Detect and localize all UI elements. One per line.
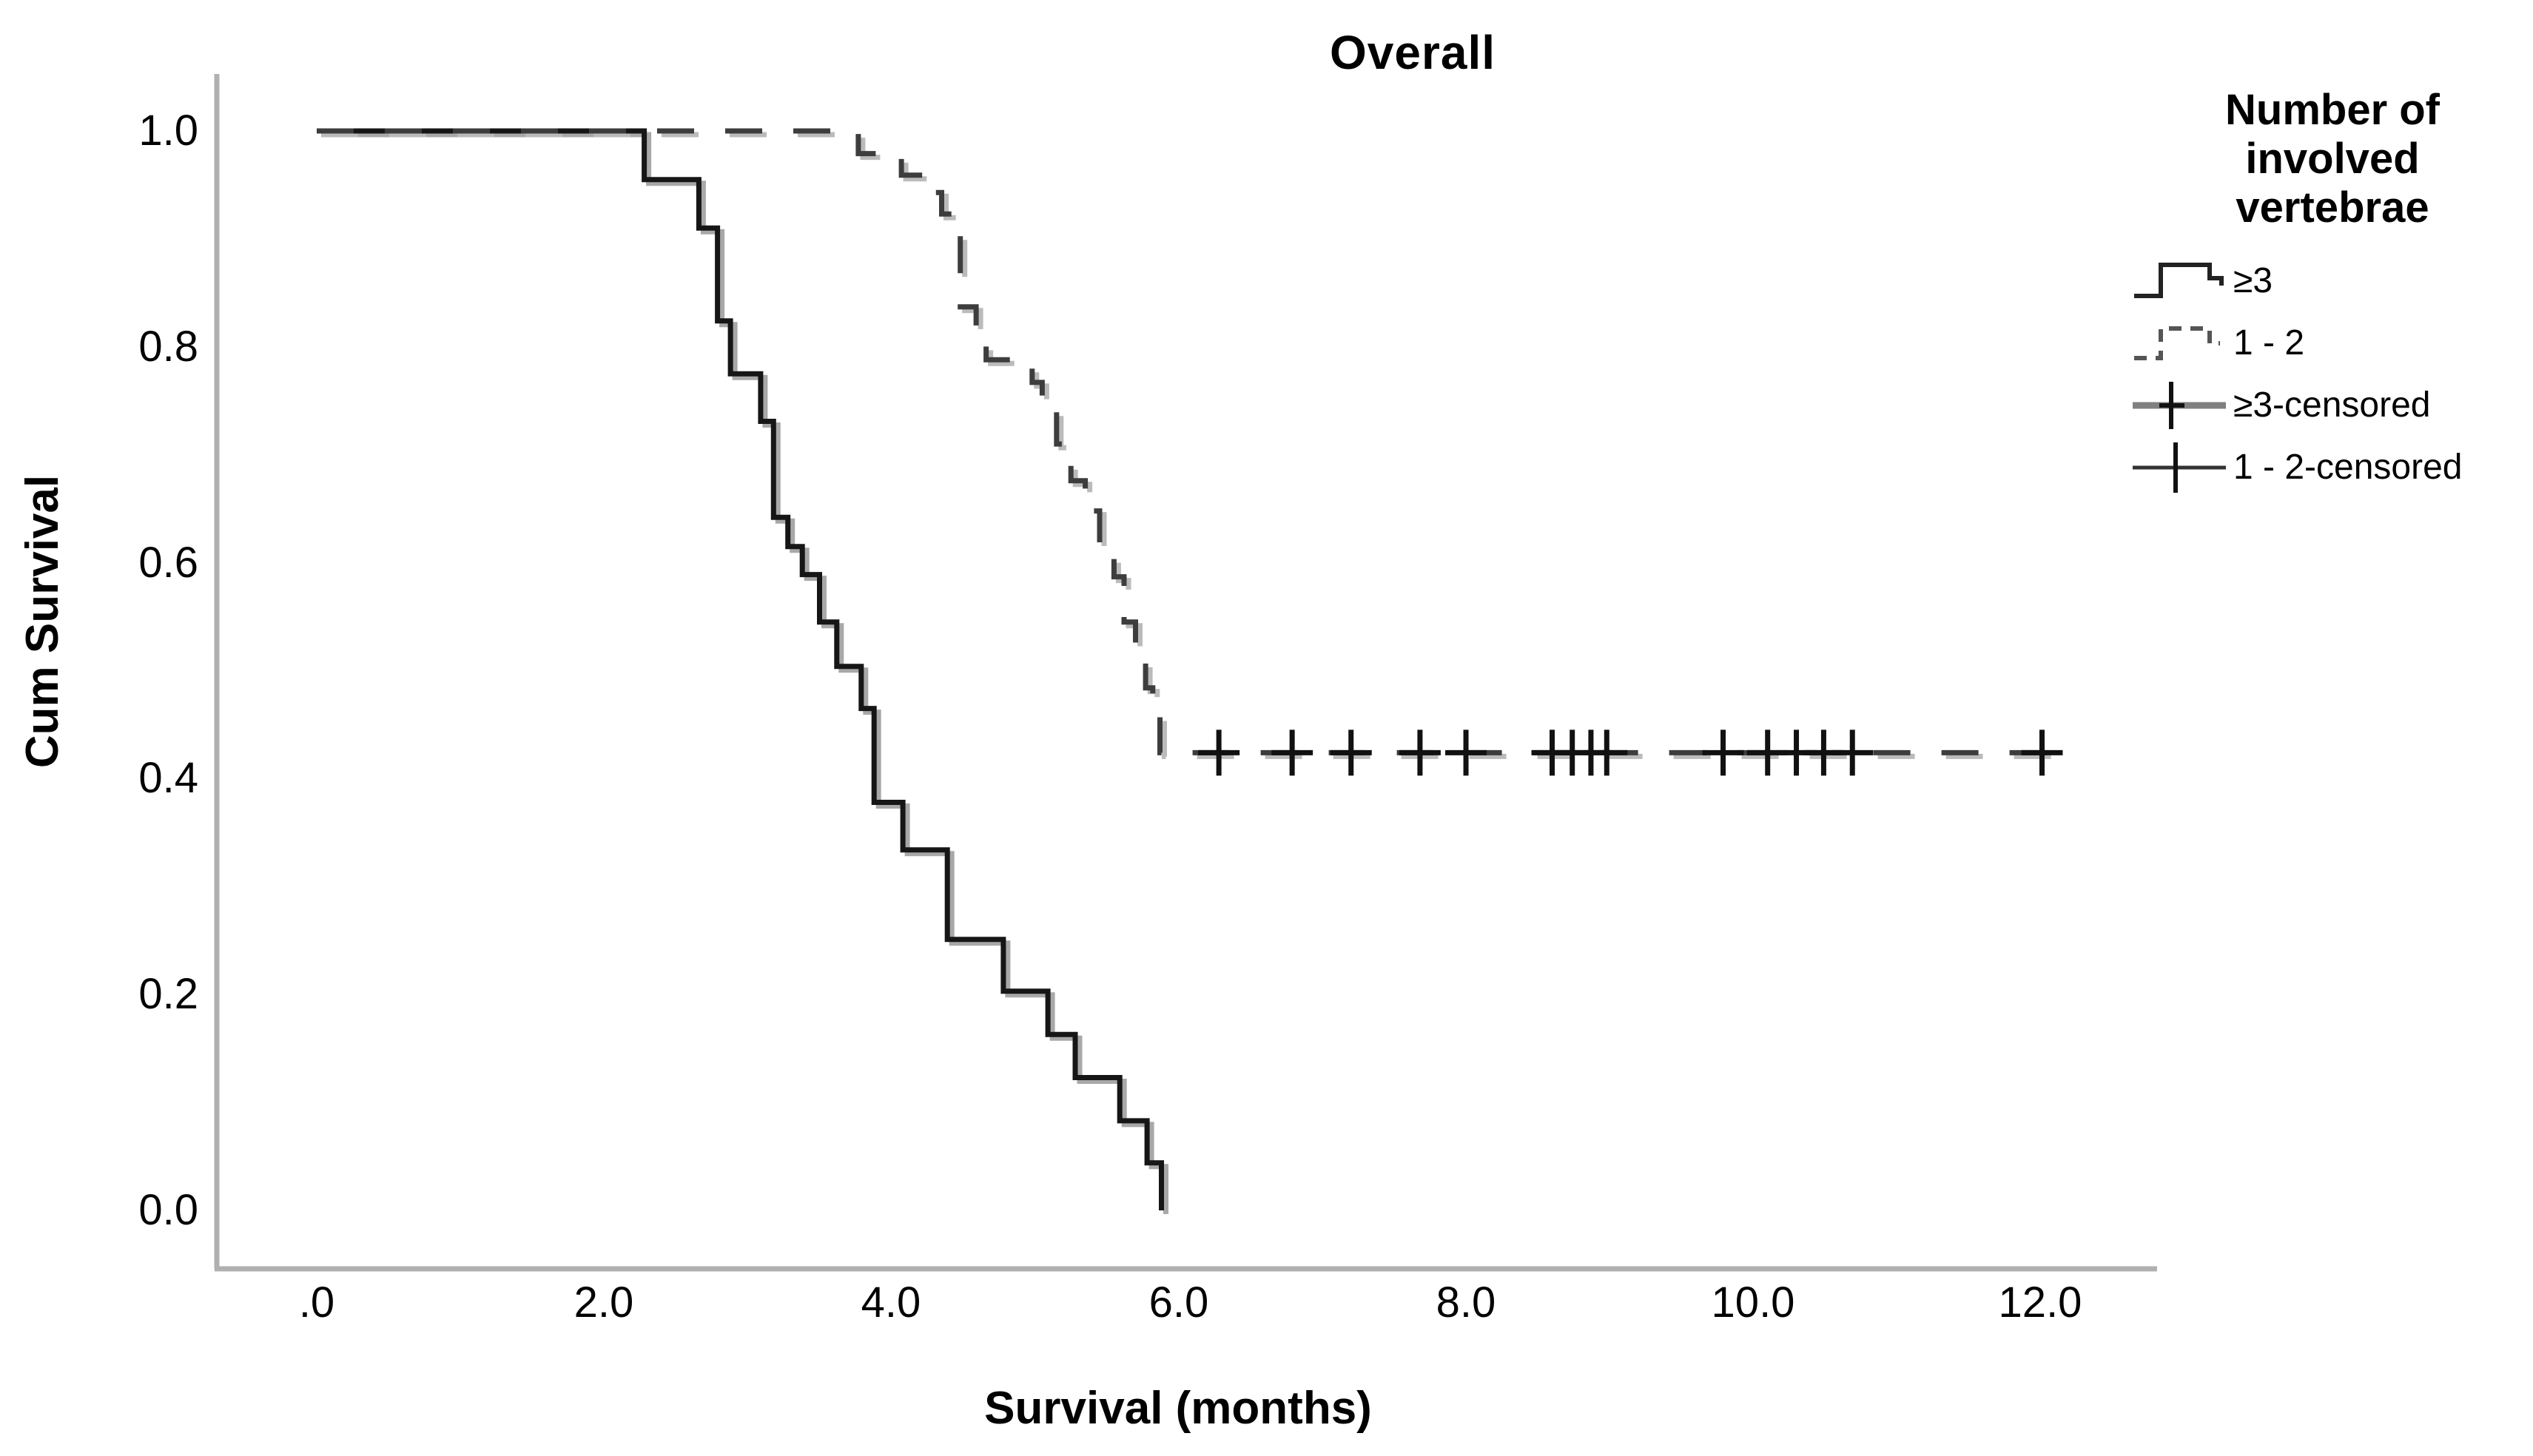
y-tick-label: 0.8 <box>138 323 198 371</box>
solid-step-line-icon <box>2134 263 2224 298</box>
y-tick-label: 0.6 <box>138 539 198 587</box>
x-tick-label: 4.0 <box>861 1278 921 1327</box>
legend-title-line: involved <box>2245 135 2420 183</box>
x-tick-label: 8.0 <box>1436 1278 1496 1327</box>
legend: Number of involved vertebrae ≥3 1 - 2 ≥3… <box>2133 86 2532 496</box>
x-tick-label: 2.0 <box>573 1278 634 1327</box>
legend-item-ge3: ≥3 <box>2133 252 2532 309</box>
legend-item-label: ≥3 <box>2233 260 2273 300</box>
km-curve-1-2 <box>317 128 2055 755</box>
legend-item-1-2-censored: 1 - 2-censored <box>2133 438 2532 496</box>
y-axis-title: Cum Survival <box>17 474 68 769</box>
y-tick-label: 0.4 <box>138 754 198 802</box>
y-tick-label: 0.0 <box>138 1186 198 1234</box>
x-tick-label: 10.0 <box>1711 1278 1795 1327</box>
y-tick-label: 1.0 <box>138 107 198 155</box>
censored-plus-on-thin-line-icon <box>2133 442 2226 493</box>
legend-title-line: Number of <box>2225 86 2440 134</box>
y-tick-label: 0.2 <box>138 970 198 1018</box>
x-tick-label: 6.0 <box>1148 1278 1209 1327</box>
legend-item-label: ≥3-censored <box>2233 385 2431 425</box>
censored-plus-on-thick-line-icon <box>2133 382 2226 429</box>
legend-item-label: 1 - 2-censored <box>2233 447 2463 487</box>
dashed-step-line-icon <box>2134 326 2220 360</box>
legend-title-line: vertebrae <box>2236 183 2429 232</box>
x-tick-label: .0 <box>298 1278 335 1327</box>
legend-item-1-2: 1 - 2 <box>2133 314 2532 371</box>
x-tick-label: 12.0 <box>1998 1278 2082 1327</box>
x-axis-title: Survival (months) <box>984 1383 1372 1434</box>
legend-item-label: 1 - 2 <box>2233 323 2305 363</box>
legend-item-ge3-censored: ≥3-censored <box>2133 376 2532 434</box>
legend-title: Number of involved vertebrae <box>2133 86 2532 232</box>
km-curve-ge3 <box>317 128 1164 1210</box>
chart-title: Overall <box>1329 26 1496 79</box>
